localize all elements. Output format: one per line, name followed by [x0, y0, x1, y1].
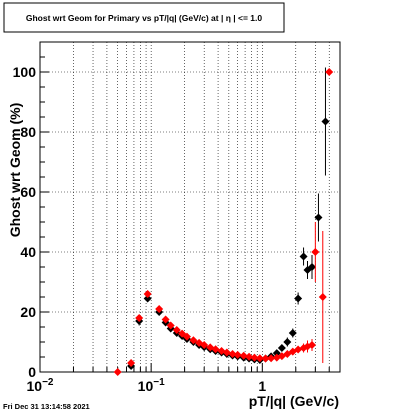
data-point	[299, 252, 308, 261]
axes: 0 20 40 60 80 100 10−2 10−1 1	[13, 41, 341, 394]
data-point	[245, 352, 254, 361]
data-point	[318, 293, 327, 301]
data-point	[143, 290, 152, 298]
data-point	[308, 341, 317, 349]
data-point	[143, 294, 152, 303]
x-tick-exponent: −2	[42, 377, 54, 388]
data-point	[211, 345, 220, 354]
data-point	[233, 350, 242, 359]
data-point	[294, 294, 303, 303]
plot-frame	[39, 41, 341, 373]
data-point	[172, 326, 181, 334]
data-point	[161, 315, 170, 324]
footer-timestamp: Fri Dec 31 13:14:58 2021	[3, 402, 90, 411]
data-point	[135, 314, 144, 322]
data-point	[155, 305, 164, 313]
data-point	[325, 68, 334, 76]
data-point	[267, 354, 276, 363]
x-tick-label: 10−2	[27, 377, 54, 394]
y-tick-label: 20	[20, 304, 36, 320]
title-box	[3, 2, 285, 33]
data-point	[113, 368, 122, 376]
grid-lines	[39, 42, 341, 372]
data-point	[272, 349, 281, 358]
y-axis-label: Ghost wrt Geom (%)	[7, 103, 23, 238]
x-tick-exponent: −1	[153, 377, 165, 388]
y-tick-label: 60	[20, 184, 36, 200]
data-point	[314, 213, 323, 222]
data-point	[239, 351, 248, 360]
data-point	[166, 321, 175, 330]
data-points	[113, 67, 334, 376]
x-tick-label: 10−1	[138, 377, 165, 394]
data-point	[127, 359, 136, 367]
data-point	[228, 350, 237, 358]
data-point	[182, 332, 191, 341]
data-point	[189, 336, 198, 345]
data-point	[261, 354, 270, 363]
x-tick-label: 1	[258, 378, 266, 394]
y-tick-label: 0	[28, 364, 36, 380]
data-point	[283, 338, 292, 346]
data-point	[288, 329, 297, 337]
data-point	[277, 344, 286, 352]
data-point	[250, 353, 259, 362]
x-axis-label: pT/|q| (GeV/c)	[249, 393, 339, 409]
chart-title: Ghost wrt Geom for Primary vs pT/|q| (Ge…	[26, 13, 263, 23]
y-tick-label: 100	[13, 64, 37, 80]
data-point	[311, 248, 320, 256]
data-point	[321, 117, 330, 126]
y-tick-label: 80	[20, 124, 36, 140]
data-point	[255, 354, 264, 363]
y-tick-label: 40	[20, 244, 36, 260]
data-point	[200, 341, 209, 349]
data-point	[222, 348, 231, 357]
data-point	[308, 263, 317, 271]
